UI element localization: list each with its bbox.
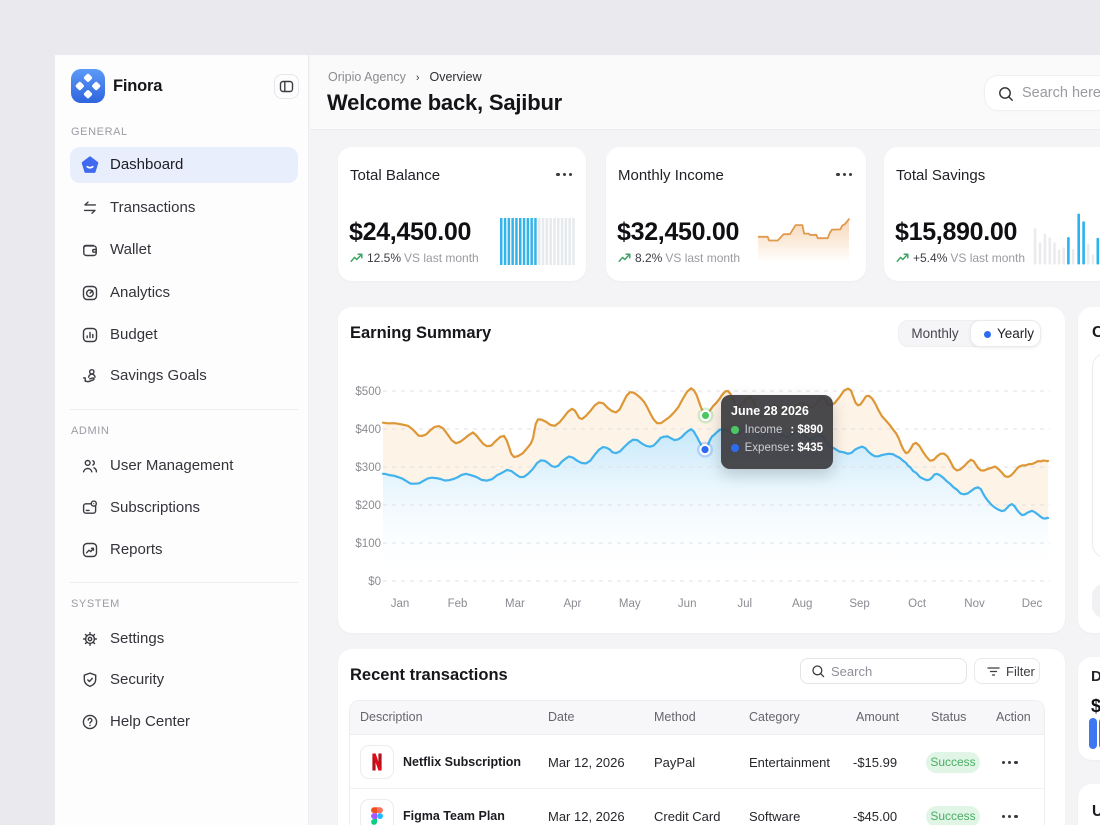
- svg-text:Nov: Nov: [964, 598, 985, 610]
- svg-text:Jan: Jan: [391, 598, 410, 610]
- svg-text:Dec: Dec: [1022, 598, 1043, 610]
- svg-text:Aug: Aug: [792, 598, 812, 610]
- svg-text:Jul: Jul: [737, 598, 752, 610]
- svg-text:$300: $300: [355, 462, 381, 474]
- svg-text:$0: $0: [368, 576, 381, 588]
- svg-text:Oct: Oct: [908, 598, 927, 610]
- svg-text:Jun: Jun: [678, 598, 697, 610]
- svg-text:Mar: Mar: [505, 598, 525, 610]
- svg-text:Apr: Apr: [563, 598, 581, 610]
- svg-text:$200: $200: [355, 500, 381, 512]
- svg-text:$400: $400: [355, 424, 381, 436]
- svg-text:May: May: [619, 598, 641, 610]
- svg-text:$500: $500: [355, 386, 381, 398]
- svg-text:Sep: Sep: [849, 598, 869, 610]
- svg-text:$100: $100: [355, 538, 381, 550]
- svg-text:Feb: Feb: [448, 598, 468, 610]
